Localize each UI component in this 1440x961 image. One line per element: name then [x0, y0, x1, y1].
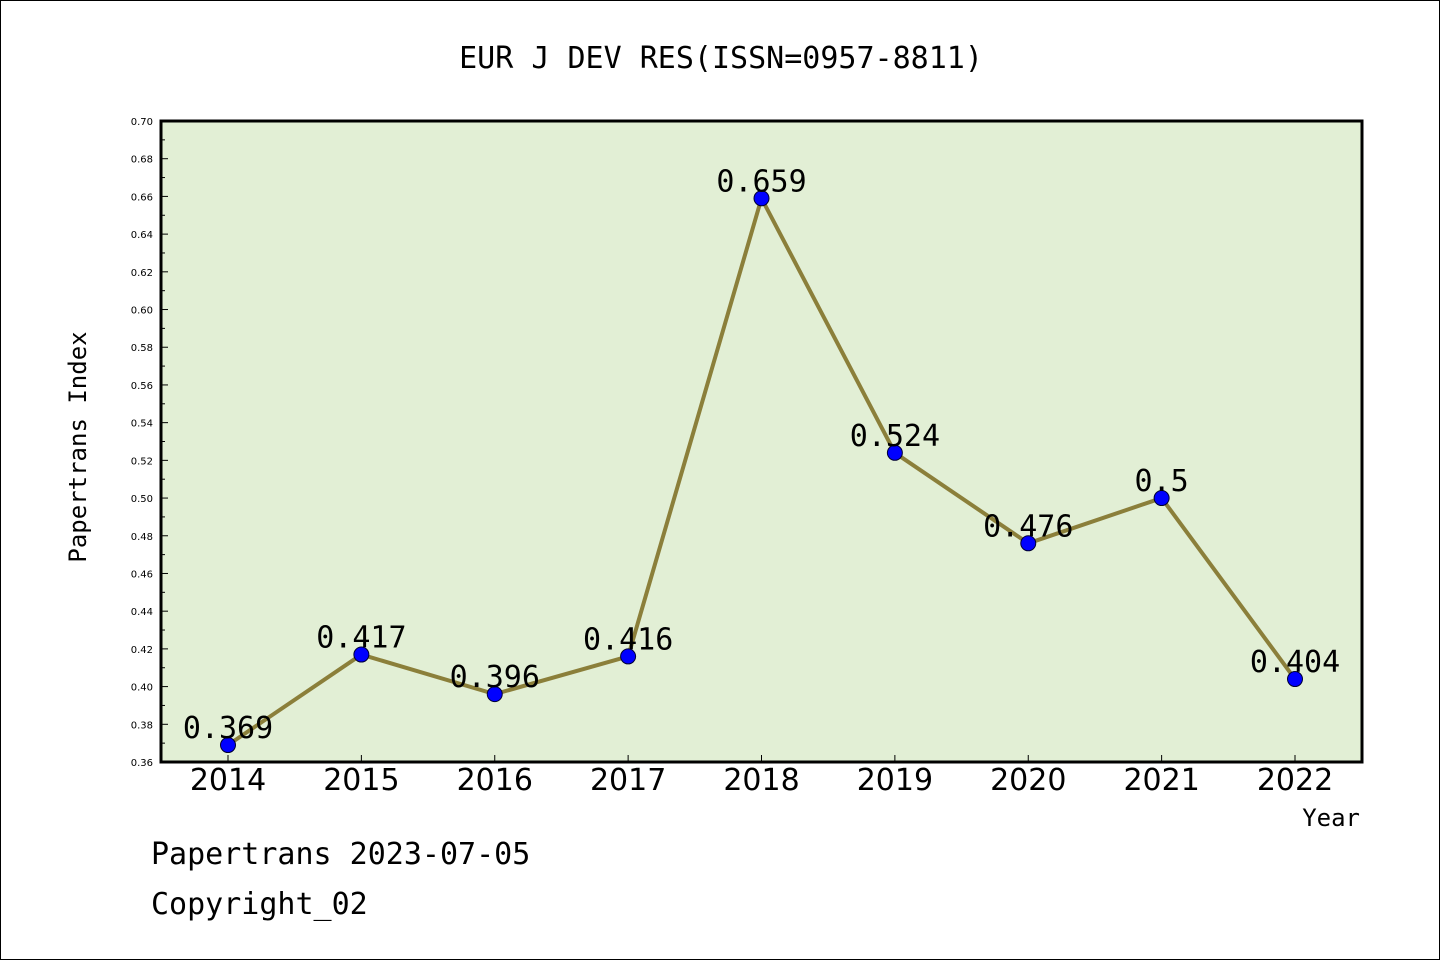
data-label: 0.5	[1135, 464, 1189, 499]
y-tick-label: 0.62	[131, 268, 153, 279]
data-point	[220, 737, 236, 754]
data-point	[353, 646, 370, 663]
x-tick-label: 2014	[190, 763, 266, 798]
y-tick-label: 0.42	[131, 645, 153, 656]
y-tick-label: 0.40	[131, 683, 153, 694]
data-label: 0.369	[183, 711, 273, 746]
x-tick-label: 2016	[457, 763, 533, 798]
x-tick-label: 2015	[323, 763, 399, 798]
y-tick-label: 0.52	[131, 456, 153, 467]
y-tick-label: 0.44	[131, 607, 153, 618]
footer-copyright: Copyright_02	[151, 887, 368, 922]
y-tick-label: 0.54	[131, 419, 153, 430]
x-axis: 2014 2015 2016 2017 2018 2019 2020 2021 2022	[190, 755, 1333, 798]
data-label: 0.396	[450, 660, 540, 695]
y-tick-label: 0.50	[131, 494, 153, 505]
footer-date: Papertrans 2023-07-05	[151, 837, 530, 872]
data-label: 0.524	[850, 419, 940, 454]
series-line-group	[220, 190, 1303, 754]
data-label: 0.476	[983, 509, 1073, 544]
y-tick-label: 0.66	[131, 192, 153, 203]
y-axis-title: Papertrans Index	[64, 331, 92, 562]
y-tick-label: 0.58	[131, 343, 153, 354]
y-axis: 0.36 0.38 0.40 0.42 0.44 0.46 0.48 0.50 0.52 0.54…	[131, 117, 168, 769]
y-tick-label: 0.70	[131, 117, 153, 128]
data-point	[1287, 671, 1303, 688]
data-point	[620, 648, 637, 665]
data-label: 0.417	[316, 621, 406, 656]
y-tick-label: 0.36	[131, 758, 153, 769]
data-label: 0.659	[716, 164, 806, 199]
x-axis-title: Year	[1302, 804, 1360, 832]
data-point	[486, 686, 503, 703]
x-tick-label: 2018	[723, 763, 799, 798]
data-label: 0.404	[1250, 645, 1340, 680]
data-label-group: 0.369 0.417 0.396 0.416 0.659 0.524 0.476 0.5 0.…	[183, 164, 1340, 746]
y-tick-label: 0.64	[131, 230, 153, 241]
x-tick-label: 2017	[590, 763, 666, 798]
chart-title: EUR J DEV RES(ISSN=0957-8811)	[459, 41, 983, 76]
y-tick-label: 0.60	[131, 306, 153, 317]
data-point	[1153, 490, 1170, 507]
y-tick-label: 0.48	[131, 532, 153, 543]
x-tick-label: 2019	[857, 763, 933, 798]
x-tick-label: 2022	[1257, 763, 1333, 798]
data-label: 0.416	[583, 622, 673, 657]
y-tick-label: 0.46	[131, 569, 153, 580]
data-point	[1020, 535, 1037, 552]
data-point	[886, 444, 903, 461]
y-tick-label: 0.56	[131, 381, 153, 392]
x-tick-label: 2020	[990, 763, 1066, 798]
y-tick-label: 0.68	[131, 155, 153, 166]
data-point	[753, 190, 770, 207]
y-tick-label: 0.38	[131, 720, 153, 731]
x-tick-label: 2021	[1123, 763, 1199, 798]
